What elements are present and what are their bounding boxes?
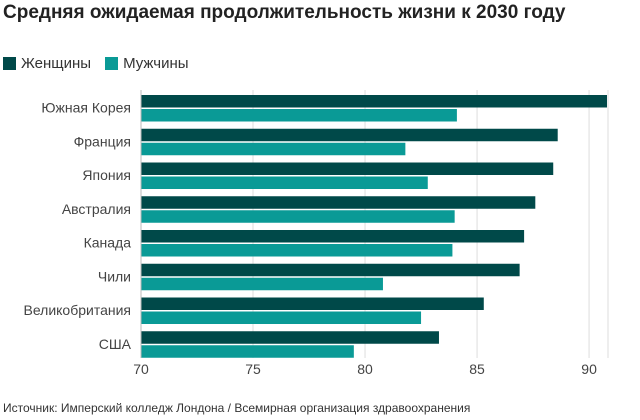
bar-chart: 70 75 80 85 90 Южная Корея Франция Япония Австра… [23, 90, 609, 377]
bar-women-3 [141, 196, 536, 209]
category-label-0: Южная Корея [41, 100, 131, 116]
category-label-1: Франция [74, 133, 131, 149]
x-tick-label-80: 80 [357, 361, 373, 377]
bar-men-6 [141, 311, 422, 324]
legend-label-women: Женщины [21, 55, 92, 72]
category-label-2: Япония [82, 167, 131, 183]
bar-women-4 [141, 230, 525, 243]
bar-men-4 [141, 244, 453, 257]
category-label-4: Канада [84, 235, 132, 251]
bar-men-2 [141, 176, 428, 189]
category-label-5: Чили [98, 268, 131, 284]
category-label-7: США [99, 336, 132, 352]
bar-men-0 [141, 109, 457, 122]
chart-title: Средняя ожидаемая продолжительность жизн… [3, 2, 566, 23]
bar-men-1 [141, 142, 406, 156]
legend-swatch-men [105, 57, 119, 70]
legend-label-men: Мужчины [123, 55, 189, 72]
x-tick-label-90: 90 [581, 361, 597, 377]
bar-men-5 [141, 277, 383, 291]
x-tick-label-75: 75 [245, 361, 261, 377]
bar-men-3 [141, 210, 455, 223]
bar-women-2 [141, 162, 554, 175]
bar-women-6 [141, 297, 484, 310]
legend: Женщины Мужчины [3, 55, 203, 72]
bar-women-5 [141, 263, 520, 277]
category-label-6: Великобритания [23, 302, 131, 318]
legend-swatch-women [3, 57, 16, 70]
category-label-3: Австралия [62, 201, 131, 217]
bar-men-7 [141, 345, 354, 358]
source-note: Источник: Имперский колледж Лондона / Вс… [3, 401, 471, 415]
x-tick-label-70: 70 [133, 361, 149, 377]
bar-women-0 [141, 95, 607, 108]
bar-women-1 [141, 128, 558, 142]
x-tick-label-85: 85 [469, 361, 485, 377]
bar-women-7 [141, 331, 439, 344]
legend-item-men: Мужчины [105, 55, 189, 72]
legend-item-women: Женщины [3, 55, 91, 72]
